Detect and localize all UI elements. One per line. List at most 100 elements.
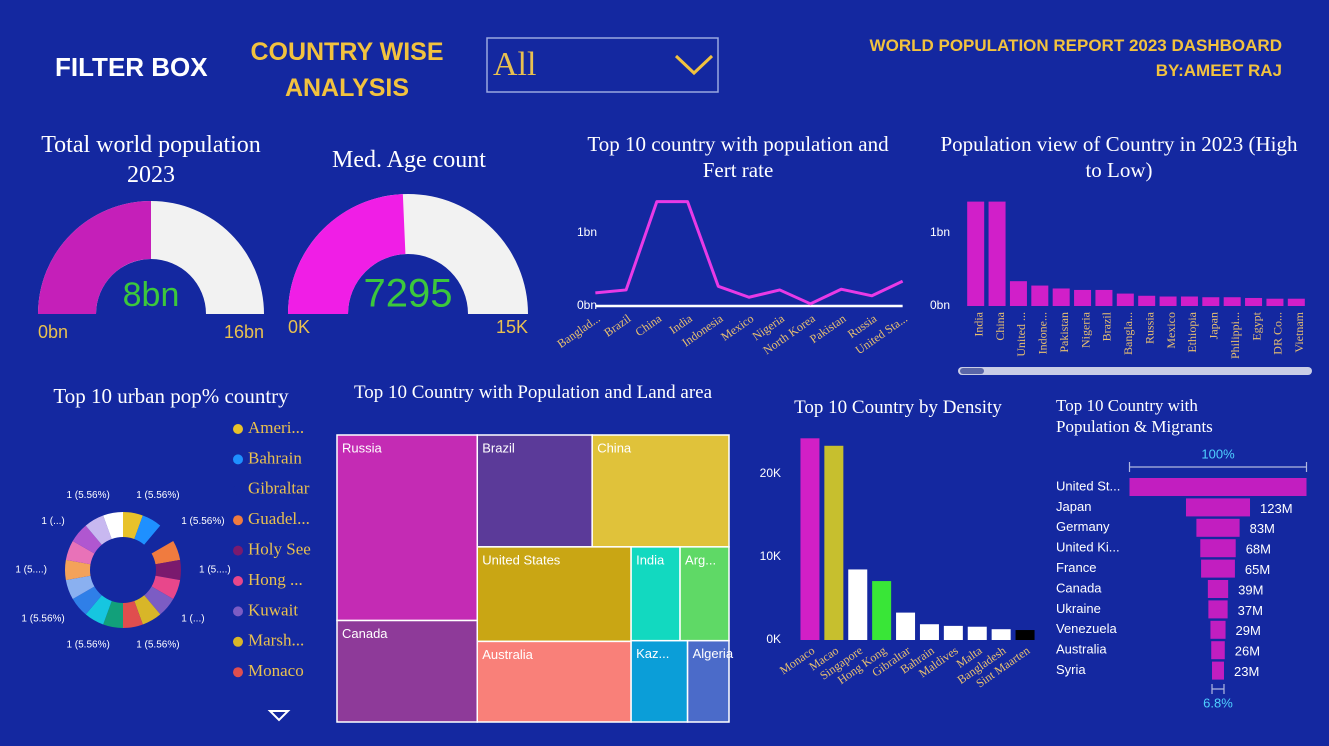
bar	[967, 626, 987, 640]
legend-swatch	[233, 606, 243, 617]
legend-scroll-arrow[interactable]	[267, 710, 291, 722]
treemap-tile	[336, 619, 479, 723]
x-tick-label: Brazil	[1100, 311, 1114, 341]
treemap-tile	[686, 639, 730, 723]
donut-slice	[144, 586, 174, 615]
bar	[1287, 298, 1305, 306]
data-label: 37M	[1238, 603, 1263, 618]
x-tick-label: Russia	[1142, 311, 1156, 344]
scrollbar-track[interactable]	[958, 367, 1312, 375]
treemap-label: Brazil	[482, 440, 515, 455]
treemap-label: China	[597, 440, 632, 455]
bar	[1245, 297, 1263, 306]
legend-label: Bahrain	[248, 448, 302, 467]
legend-swatch	[233, 636, 243, 647]
funnel-bar	[1129, 478, 1307, 496]
treemap-label: Arg...	[685, 552, 716, 567]
donut-slice	[155, 559, 181, 581]
y-tick-label: 1bn	[577, 225, 597, 239]
data-label: 1 (5.56%)	[21, 613, 64, 624]
dropdown-box[interactable]	[486, 37, 719, 93]
scrollbar-thumb[interactable]	[960, 368, 984, 374]
data-label: 1 (5....)	[15, 565, 47, 576]
bar	[1031, 285, 1049, 306]
data-label: 1 (5....)	[199, 565, 231, 576]
funnel-percent-label: 100%	[1201, 446, 1235, 461]
gauge-range-label: 0K	[288, 317, 310, 337]
x-tick-label: Pakistan	[1057, 312, 1071, 353]
donut-slice	[65, 575, 95, 599]
data-label: 1 (5.56%)	[136, 490, 179, 501]
dropdown-value[interactable]: All	[493, 46, 537, 83]
x-tick-label: Egypt	[1249, 311, 1263, 340]
gauge-range-label: 15K	[496, 317, 528, 337]
treemap-tile	[336, 434, 479, 622]
y-tick-label: 10K	[760, 549, 781, 563]
gauge-value-label: 7295	[364, 272, 453, 316]
category-label: Canada	[1056, 580, 1102, 595]
treemap-label: United States	[482, 552, 561, 567]
y-tick-label: 0bn	[577, 298, 597, 312]
legend-label: Hong ...	[248, 570, 303, 589]
legend-label: Guadel...	[248, 509, 310, 528]
funnel-bar	[1207, 580, 1229, 598]
funnel-bar	[1196, 518, 1240, 537]
category-label: Australia	[1056, 642, 1107, 657]
bar	[991, 629, 1011, 640]
y-tick-label: 1bn	[930, 225, 950, 239]
dropdown-chevron[interactable]	[674, 54, 714, 76]
x-tick-label: Vietnam	[1292, 311, 1306, 352]
gauge-range-label: 0bn	[38, 322, 68, 342]
bar	[1009, 281, 1027, 306]
legend-swatch	[233, 515, 243, 526]
category-label: Venezuela	[1056, 621, 1117, 636]
legend-label: Monaco	[248, 661, 304, 680]
x-tick-label: Japan	[1207, 312, 1221, 339]
x-tick-label: Mexico	[1164, 312, 1178, 349]
treemap-label: Australia	[482, 647, 533, 662]
data-label: 65M	[1245, 562, 1270, 577]
x-tick-label: Bangla...	[1121, 312, 1135, 355]
chart-title: Top 10 Country by Density	[794, 397, 1002, 418]
treemap-tile	[630, 639, 689, 723]
bar	[919, 624, 939, 640]
donut-slice	[151, 541, 181, 565]
legend-label: Marsh...	[248, 631, 304, 650]
treemap-label: Russia	[342, 440, 383, 455]
gauge-value	[38, 201, 151, 314]
data-label: 68M	[1246, 542, 1271, 557]
x-tick-label: Indone...	[1036, 312, 1050, 354]
legend-label: Kuwait	[248, 600, 298, 619]
bar	[1202, 297, 1220, 306]
bar	[1180, 296, 1198, 306]
category-label: Ukraine	[1056, 601, 1101, 616]
legend-swatch	[233, 545, 243, 556]
treemap-label: Kaz...	[636, 646, 669, 661]
bar	[896, 612, 916, 640]
bar	[1138, 295, 1156, 306]
legend-swatch	[233, 424, 243, 434]
category-label: France	[1056, 560, 1096, 575]
treemap-tile	[476, 546, 632, 643]
donut-slice	[85, 515, 112, 545]
gauge-range-label: 16bn	[224, 322, 264, 342]
report-author: BY:AMEET RAJ	[1155, 61, 1282, 80]
funnel-percent-label: 6.8%	[1203, 695, 1233, 710]
donut-slice	[65, 559, 91, 581]
data-label: 23M	[1234, 664, 1259, 679]
category-label: United St...	[1056, 478, 1120, 493]
data-label: 1 (5.56%)	[66, 490, 109, 501]
donut-slice	[85, 595, 112, 625]
funnel-bracket	[1211, 684, 1225, 694]
x-tick-label: Banglad...	[554, 311, 602, 351]
donut-slice	[103, 512, 123, 539]
bar	[967, 201, 985, 306]
gauge-value-label: 8bn	[123, 276, 180, 314]
data-label: 83M	[1250, 521, 1275, 536]
donut-slice	[151, 575, 181, 599]
donut-slice	[123, 601, 143, 628]
category-label: Japan	[1056, 499, 1091, 514]
bar	[800, 438, 820, 640]
